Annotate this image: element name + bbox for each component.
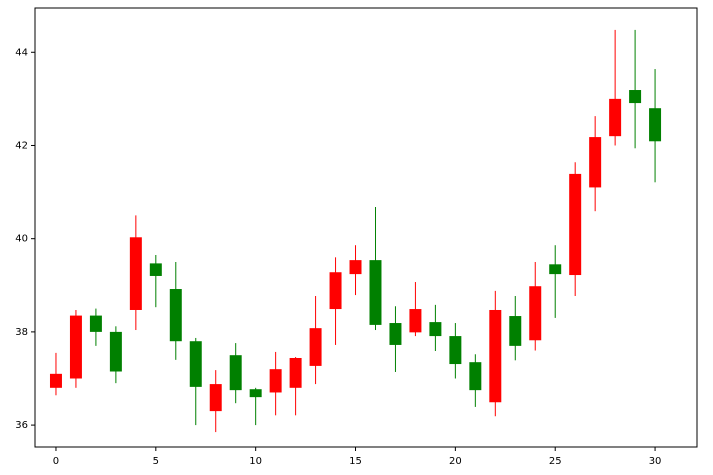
candle-body	[89, 315, 102, 332]
candle-body	[329, 272, 342, 310]
candle-body	[109, 331, 122, 372]
x-tick-label: 0	[53, 456, 59, 467]
axes-frame	[34, 7, 698, 448]
candle-body	[309, 328, 322, 366]
y-tick-label: 42	[15, 140, 28, 151]
candle-body	[229, 355, 242, 391]
candle-body	[149, 263, 162, 276]
candle-body	[409, 309, 422, 333]
candle-body	[269, 369, 282, 393]
candle-body	[289, 357, 302, 388]
candle-body	[169, 289, 182, 342]
candle-body	[49, 373, 62, 388]
candle-body	[469, 362, 482, 391]
candle-body	[429, 322, 442, 337]
candle-body	[629, 90, 642, 104]
candle-body	[369, 260, 382, 325]
x-tick-label: 5	[153, 456, 159, 467]
y-tick-label: 36	[15, 420, 28, 431]
candle-body	[509, 316, 522, 346]
x-tick-label: 25	[549, 456, 562, 467]
candle-body	[549, 264, 562, 275]
candle-body	[349, 260, 362, 275]
candle-body	[389, 323, 402, 345]
candle-body	[529, 286, 542, 341]
y-tick-label: 40	[15, 234, 28, 245]
x-tick-label: 15	[349, 456, 362, 467]
candle-body	[209, 384, 222, 412]
candle-body	[649, 108, 662, 142]
candle-body	[569, 173, 582, 276]
candle-body	[589, 137, 602, 188]
y-tick-label: 38	[15, 327, 28, 338]
candle-body	[449, 336, 462, 365]
candle-body	[609, 98, 622, 137]
x-tick-label: 20	[449, 456, 462, 467]
candle-body	[489, 309, 502, 403]
candle-body	[129, 237, 142, 310]
candle-body	[249, 389, 262, 398]
candle-body	[189, 341, 202, 387]
y-tick-label: 44	[15, 47, 28, 58]
x-tick-label: 10	[249, 456, 262, 467]
candle-body	[69, 315, 82, 379]
x-tick-label: 30	[649, 456, 662, 467]
